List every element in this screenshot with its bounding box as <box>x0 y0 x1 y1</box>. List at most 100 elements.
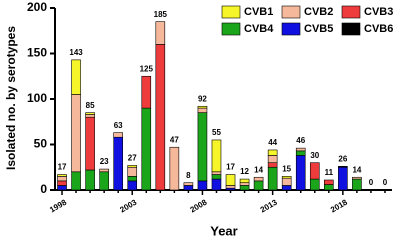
bar-segment <box>71 171 81 191</box>
bar-segment <box>183 182 194 186</box>
x-tick-label: 2013 <box>259 197 279 214</box>
bar-segment <box>338 166 348 168</box>
bar-segment <box>85 169 95 191</box>
bar-segment <box>281 177 292 186</box>
legend-label: CVB5 <box>304 23 333 35</box>
x-tick-label: 2008 <box>189 197 209 214</box>
legend-swatch <box>221 22 241 36</box>
total-label: 14 <box>254 165 263 174</box>
bar-segment <box>225 185 236 189</box>
bar-segment <box>169 146 180 191</box>
bar-segment <box>281 176 292 179</box>
total-label: 14 <box>352 165 361 174</box>
legend-swatch <box>281 5 301 19</box>
bar-segment <box>57 174 67 177</box>
bar-segment <box>352 176 362 180</box>
bar-segment <box>239 185 250 191</box>
bar-segment <box>85 116 95 171</box>
bar-segment <box>225 174 236 186</box>
legend-label: CVB2 <box>304 6 333 18</box>
x-tick-label: 1998 <box>48 197 68 214</box>
bar-segment <box>211 178 222 191</box>
legend-swatch <box>221 5 241 19</box>
legend-label: CVB6 <box>364 23 393 35</box>
bar-segment <box>127 166 138 177</box>
total-label: 55 <box>212 128 221 137</box>
bar-segment <box>295 147 306 152</box>
bar-segment <box>309 162 320 180</box>
bar-segment <box>57 180 67 186</box>
y-tick-label: 0 <box>40 182 47 196</box>
total-label: 30 <box>310 151 319 160</box>
total-label: 8 <box>186 171 191 180</box>
y-tick-label: 150 <box>27 46 47 60</box>
bar-segment <box>253 176 264 182</box>
total-label: 23 <box>100 157 109 166</box>
total-label: 63 <box>114 121 123 130</box>
bar-segment <box>85 114 95 118</box>
bar-segment <box>253 180 264 191</box>
bar-segment <box>239 182 250 186</box>
bar-segment <box>338 166 348 191</box>
bar-segment <box>71 94 81 173</box>
bar-segment <box>295 150 306 156</box>
bar-segment <box>113 136 123 191</box>
total-label: 27 <box>128 154 137 163</box>
bar-segment <box>197 180 208 191</box>
bar-segment <box>267 162 278 168</box>
legend-swatch <box>341 5 361 19</box>
bar-segment <box>155 21 166 45</box>
bar-segment <box>324 184 334 191</box>
bar-segment <box>99 171 109 191</box>
x-axis-label: Year <box>210 223 237 238</box>
x-tick-label: 2003 <box>118 197 138 214</box>
y-tick-label: 200 <box>27 0 47 14</box>
bar-segment <box>71 59 81 95</box>
bar-segment <box>57 176 67 182</box>
bar-segment <box>127 165 138 168</box>
legend-label: CVB3 <box>364 6 393 18</box>
total-label: 143 <box>69 48 83 57</box>
bar-segment <box>211 174 222 180</box>
total-label: 0 <box>383 178 388 187</box>
total-label: 17 <box>58 163 67 172</box>
bar-segment <box>211 139 222 173</box>
legend-swatch <box>341 22 361 36</box>
bar-segment <box>324 179 334 185</box>
bar-segment <box>113 132 123 138</box>
y-tick-label: 100 <box>27 91 47 105</box>
bar-segment <box>267 155 278 163</box>
bar-segment <box>267 149 278 156</box>
bar-segment <box>295 155 306 191</box>
total-label: 15 <box>282 164 291 173</box>
total-label: 26 <box>338 154 347 163</box>
total-label: 17 <box>226 163 235 172</box>
bar-segment <box>57 185 67 191</box>
legend-swatch <box>281 22 301 36</box>
total-label: 47 <box>170 135 179 144</box>
total-label: 185 <box>154 10 168 19</box>
bar-segment <box>155 44 166 191</box>
bar-segment <box>211 171 222 175</box>
y-tick-label: 50 <box>34 137 48 151</box>
total-label: 12 <box>240 167 249 176</box>
bar-segment <box>99 168 109 173</box>
legend-label: CVB4 <box>244 23 274 35</box>
bar-segment <box>239 178 250 184</box>
bar-segment <box>281 185 292 191</box>
bar-segment <box>85 112 95 115</box>
y-axis-label: Isolated no. by serotypes <box>4 26 18 170</box>
total-label: 85 <box>86 101 95 110</box>
total-label: 125 <box>140 64 154 73</box>
bar-segment <box>127 180 138 191</box>
legend-label: CVB1 <box>244 6 273 18</box>
total-label: 92 <box>198 94 207 103</box>
bar-segment <box>352 178 362 191</box>
bar-segment <box>141 107 152 191</box>
bar-segment <box>183 185 194 191</box>
total-label: 44 <box>268 138 277 147</box>
bar-segment <box>197 105 208 109</box>
bar-segment <box>127 176 138 182</box>
total-label: 11 <box>325 168 334 177</box>
bar-segment <box>267 166 278 191</box>
